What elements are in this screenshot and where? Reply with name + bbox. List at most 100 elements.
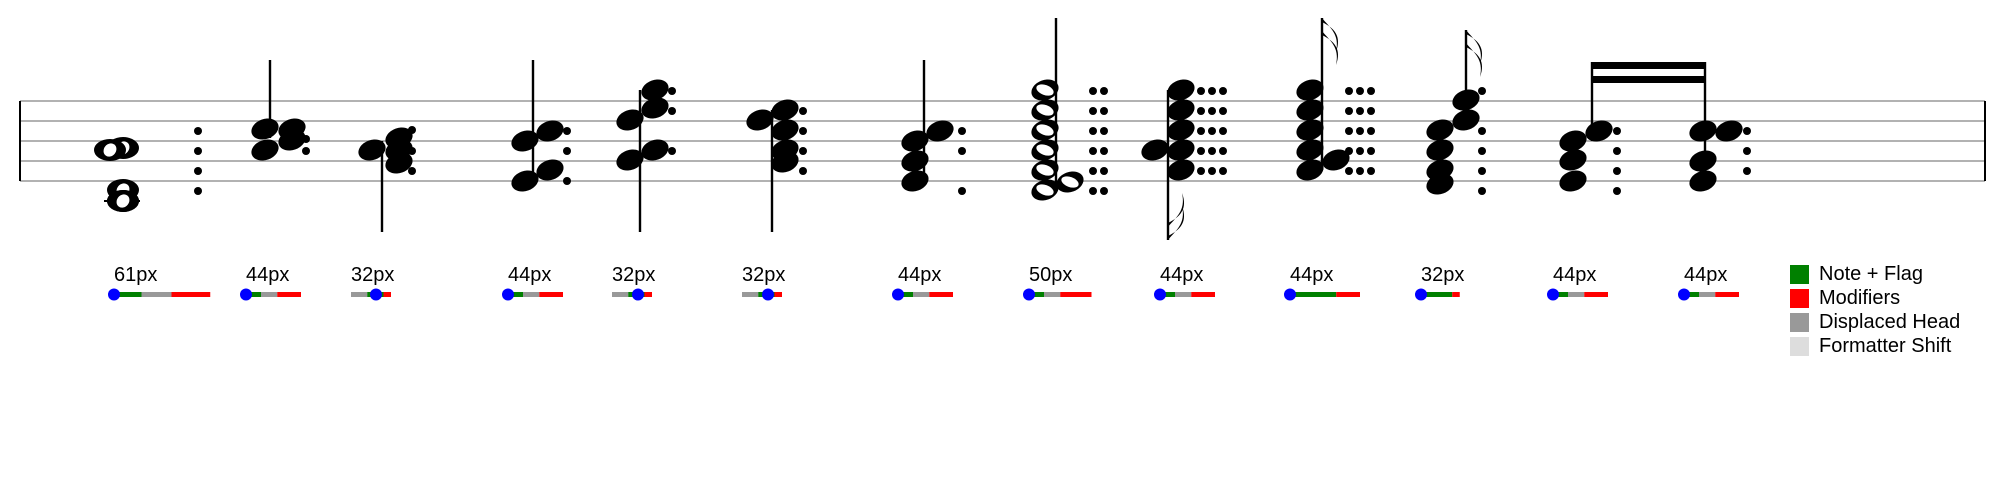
note-head-3 <box>1559 170 1587 192</box>
chord-11 <box>1426 30 1486 195</box>
displaced-head-segment <box>1699 292 1716 297</box>
note-head-2-fill <box>926 120 954 142</box>
width-label: 44px <box>898 264 941 286</box>
note-head-4 <box>385 152 413 174</box>
note-head-2 <box>641 97 669 119</box>
note-head-1-fill <box>1141 139 1169 161</box>
note-head-4-fill <box>385 152 413 174</box>
note-head-4 <box>1296 139 1324 161</box>
legend-item-modifiers: Modifiers <box>1790 286 1960 310</box>
beam-secondary <box>1591 76 1706 83</box>
note-head-1 <box>251 118 279 140</box>
chord-1 <box>94 127 202 212</box>
note-head-3 <box>771 119 799 141</box>
note-head-4-fill <box>641 139 669 161</box>
anchor-dot <box>762 288 774 301</box>
legend-label-formatter-shift: Formatter Shift <box>1819 334 1952 357</box>
augmentation-dot <box>1208 167 1216 175</box>
note-head-2-fill <box>1689 150 1717 172</box>
augmentation-dot <box>194 147 202 155</box>
augmentation-dot <box>1089 167 1097 175</box>
note-flag-segment <box>1684 292 1699 297</box>
displaced-head-segment <box>612 292 629 297</box>
anchor-dot <box>1678 288 1690 301</box>
legend-swatch-note-flag <box>1790 264 1809 284</box>
note-head-1 <box>1426 119 1454 141</box>
augmentation-dot <box>563 147 571 155</box>
staff <box>19 100 1986 182</box>
measurement-9: 44px <box>1154 264 1215 301</box>
displaced-head-segment <box>1568 292 1585 297</box>
note-head-2-hole <box>1036 104 1054 116</box>
note-head-2 <box>1031 99 1059 121</box>
augmentation-dot <box>302 147 310 155</box>
note-head-3-fill <box>1559 170 1587 192</box>
anchor-dot <box>1154 288 1166 301</box>
chord-3 <box>358 126 416 232</box>
width-label: 44px <box>1684 264 1727 286</box>
augmentation-dot <box>1478 87 1486 95</box>
note-head-5-fill <box>1452 89 1480 111</box>
anchor-dot <box>1023 288 1035 301</box>
anchor-dot <box>1547 288 1559 301</box>
note-head-1 <box>511 130 539 152</box>
note-head-2 <box>1689 150 1717 172</box>
augmentation-dot <box>408 126 416 134</box>
note-head-3-fill <box>1296 119 1324 141</box>
width-label: 32px <box>742 264 785 286</box>
note-head-2-fill <box>536 120 564 142</box>
augmentation-dot <box>1219 147 1227 155</box>
flag-up-1 <box>1466 30 1483 64</box>
note-head-3-fill <box>616 149 644 171</box>
note-head-2-fill <box>1167 79 1195 101</box>
note-head-1-fill <box>1559 130 1587 152</box>
note-head-1-fill <box>1296 79 1324 101</box>
note-head-5 <box>1167 139 1195 161</box>
note-head-6-fill <box>1452 109 1480 131</box>
note-head-2-fill <box>1426 139 1454 161</box>
augmentation-dot <box>1100 167 1108 175</box>
flag-up-1 <box>1322 18 1339 52</box>
note-head-6-hole <box>1036 184 1054 196</box>
note-head-7 <box>1056 171 1084 193</box>
modifiers-segment <box>539 292 563 297</box>
displaced-head-segment <box>523 292 540 297</box>
note-head-4 <box>1585 120 1613 142</box>
note-head-2 <box>771 99 799 121</box>
augmentation-dot <box>1345 107 1353 115</box>
note-head-2-fill <box>1559 149 1587 171</box>
note-head-3-fill <box>1689 170 1717 192</box>
augmentation-dot <box>1100 87 1108 95</box>
note-head-5 <box>1031 159 1059 181</box>
modifiers-segment <box>383 292 391 297</box>
displaced-head-segment <box>1044 292 1061 297</box>
note-flag-segment <box>1421 292 1453 297</box>
note-head-3-fill <box>251 139 279 161</box>
flag-up-2 <box>1466 43 1483 77</box>
width-label: 44px <box>246 264 289 286</box>
augmentation-dot <box>958 147 966 155</box>
note-head-1 <box>358 139 386 161</box>
note-flag-segment <box>898 292 913 297</box>
augmentation-dot <box>1219 87 1227 95</box>
note-head-1 <box>1689 120 1717 142</box>
note-head-4 <box>1031 139 1059 161</box>
augmentation-dot <box>1197 127 1205 135</box>
augmentation-dot <box>1356 167 1364 175</box>
note-head-1 <box>746 109 774 131</box>
note-head-1 <box>1141 139 1169 161</box>
note-head-5 <box>641 79 669 101</box>
note-head-4-fill <box>1585 120 1613 142</box>
legend-item-displaced-head: Displaced Head <box>1790 310 1960 334</box>
measurement-5: 32px <box>612 264 655 301</box>
note-head-4 <box>1167 119 1195 141</box>
displaced-head-segment <box>351 292 368 297</box>
note-head-3-fill <box>771 119 799 141</box>
augmentation-dot <box>1478 167 1486 175</box>
chord-13 <box>1689 62 1751 192</box>
augmentation-dot <box>1345 167 1353 175</box>
augmentation-dot <box>1089 127 1097 135</box>
augmentation-dot <box>958 187 966 195</box>
width-label: 50px <box>1029 264 1072 286</box>
